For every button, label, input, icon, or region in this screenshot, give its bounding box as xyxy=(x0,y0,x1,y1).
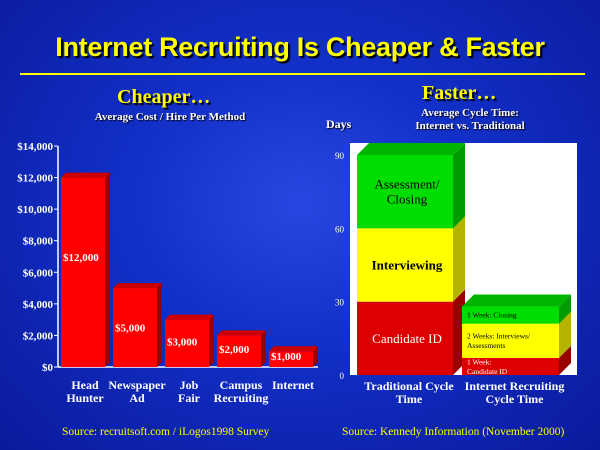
cycle-segment-label: Closing xyxy=(387,192,428,207)
cycle-category-label: Cycle Time xyxy=(486,392,545,406)
cycle-y-tick-label: 0 xyxy=(340,371,345,381)
cycle-segment-front xyxy=(462,323,559,358)
cost-bar-front xyxy=(113,288,157,367)
cycle-segment-side xyxy=(453,143,465,229)
cost-y-tick-label: $0 xyxy=(42,362,54,374)
left-source-note: Source: recruitsoft.com / iLogos1998 Sur… xyxy=(62,426,270,438)
cost-bar-side xyxy=(261,330,266,367)
cycle-segment-label: Interviewing xyxy=(372,258,443,273)
cycle-segment xyxy=(357,143,465,229)
cost-bar xyxy=(61,172,110,367)
cycle-segment-label: Assessment/ xyxy=(375,177,440,192)
cost-bar-side xyxy=(105,172,110,367)
cost-y-tick-label: $6,000 xyxy=(23,267,54,279)
slide-title: Internet Recruiting Is Cheaper & Faster xyxy=(55,32,545,62)
faster-subheading: Average Cycle Time: Internet vs. Traditi… xyxy=(380,107,560,133)
cost-bar-top xyxy=(269,346,318,352)
cost-category-label: Ad xyxy=(129,391,145,405)
cycle-segment-label: Candidate ID xyxy=(372,331,442,346)
cost-bar-front xyxy=(217,335,261,367)
cost-bar xyxy=(217,330,266,367)
cycle-segment-front xyxy=(357,228,453,302)
cost-category-label: Hunter xyxy=(66,391,104,405)
cycle-segment xyxy=(462,345,571,375)
cycle-category-label: Internet Recruiting xyxy=(465,379,565,393)
cheaper-subheading: Average Cost / Hire Per Method xyxy=(94,111,246,123)
cycle-segment-side xyxy=(559,345,571,375)
cost-value-label: $3,000 xyxy=(167,337,198,349)
cycle-segment-front xyxy=(357,155,453,229)
cycle-segment-label: 1 Week: Closing xyxy=(467,311,517,320)
cycle-segment-label: Assessments xyxy=(467,341,505,350)
cost-category-label: Internet xyxy=(272,378,314,392)
cost-value-label: $2,000 xyxy=(219,344,250,356)
cycle-segment xyxy=(357,289,465,375)
cost-bar-front xyxy=(269,351,313,367)
cost-bar-side xyxy=(209,314,214,367)
faster-heading: Faster… xyxy=(422,82,497,104)
cycle-segment xyxy=(357,216,465,302)
cost-bar-top xyxy=(165,314,214,320)
cost-bar-top xyxy=(217,330,266,336)
cost-value-label: $12,000 xyxy=(63,252,99,264)
cost-bar-front xyxy=(61,177,105,367)
cycle-category-label: Time xyxy=(396,392,423,406)
cycle-segment-front xyxy=(462,357,559,375)
cycle-segment-top xyxy=(462,294,571,307)
cost-category-label: Job xyxy=(180,378,199,392)
days-axis-label: Days xyxy=(326,117,352,131)
cycle-segment-label: 2 Weeks: Interviews/ xyxy=(467,332,531,341)
cycle-segment-side xyxy=(559,311,571,358)
cheaper-heading: Cheaper… xyxy=(117,86,211,108)
cycle-segment-side xyxy=(453,216,465,302)
cost-category-label: Head xyxy=(71,378,99,392)
cost-y-tick-label: $8,000 xyxy=(23,236,54,248)
right-source-note: Source: Kennedy Information (November 20… xyxy=(342,426,565,438)
cost-y-tick-label: $4,000 xyxy=(23,299,54,311)
title-underline xyxy=(20,73,585,75)
cycle-y-tick-label: 30 xyxy=(335,298,345,308)
cost-bar-top xyxy=(113,283,162,289)
cost-y-tick-label: $10,000 xyxy=(17,204,53,216)
cost-category-label: Recruiting xyxy=(214,391,269,405)
cost-y-tick-label: $2,000 xyxy=(23,330,54,342)
cycle-segment-front xyxy=(462,306,559,324)
cycle-y-tick-label: 60 xyxy=(335,224,345,234)
cost-category-label: Campus xyxy=(220,378,263,392)
cost-bar xyxy=(165,314,214,367)
cost-value-label: $5,000 xyxy=(115,322,146,334)
cycle-category-label: Traditional Cycle xyxy=(364,379,454,393)
cost-bar-side xyxy=(157,283,162,367)
cost-y-tick-label: $12,000 xyxy=(17,173,53,185)
cycle-segment-front xyxy=(357,301,453,375)
faster-subheading-line-1: Average Cycle Time: xyxy=(421,107,519,119)
cost-bar xyxy=(269,346,318,367)
faster-subheading-line-2: Internet vs. Traditional xyxy=(415,120,525,132)
cycle-segment-side xyxy=(559,294,571,324)
cycle-segment xyxy=(462,311,571,358)
cycle-segment-label: 1 Week: xyxy=(467,357,491,366)
cost-bar-front xyxy=(165,319,209,367)
cycle-y-tick-label: 90 xyxy=(335,151,345,161)
cost-bar-side xyxy=(313,346,318,367)
cost-y-tick-label: $14,000 xyxy=(17,141,53,153)
cost-bar xyxy=(113,283,162,367)
cycle-segment-label: Candidate ID xyxy=(467,367,508,376)
cost-category-label: Newspaper xyxy=(108,378,166,392)
cycle-segment xyxy=(462,294,571,324)
cost-bar-top xyxy=(61,172,110,178)
cycle-segment-top xyxy=(357,143,465,155)
cost-value-label: $1,000 xyxy=(271,351,302,363)
cost-category-label: Fair xyxy=(178,391,201,405)
